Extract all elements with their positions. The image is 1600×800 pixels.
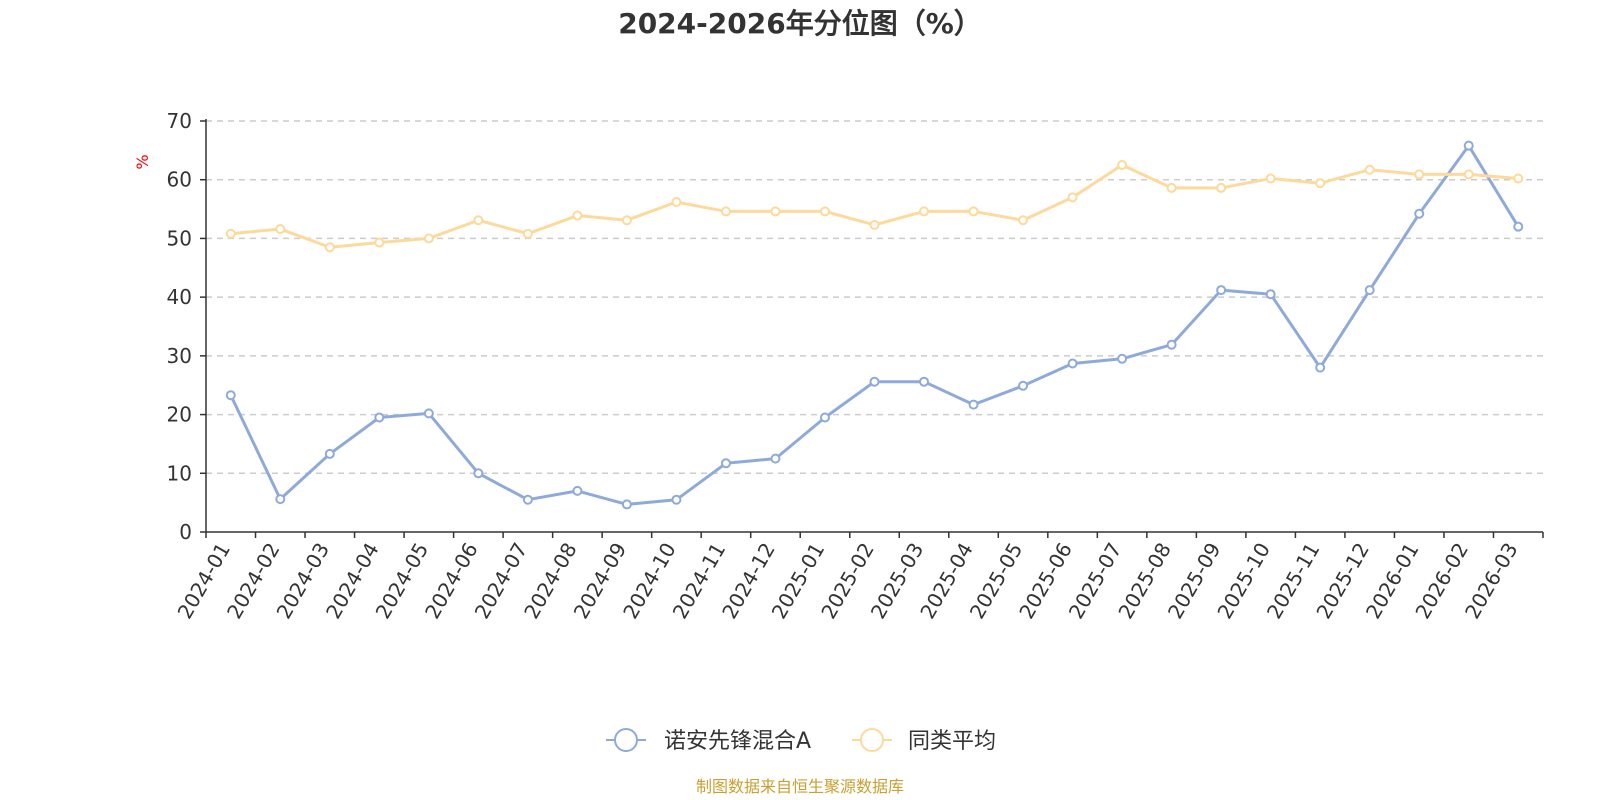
series-line (229, 144, 1520, 506)
y-tick-label: 70 (167, 109, 192, 133)
series-lines (225, 140, 1524, 510)
y-tick-label: 60 (167, 168, 192, 192)
y-tick-label: 20 (167, 403, 192, 427)
data-point[interactable] (720, 206, 731, 217)
data-point[interactable] (968, 399, 979, 410)
data-point[interactable] (671, 197, 682, 208)
data-point[interactable] (1265, 173, 1276, 184)
data-point[interactable] (1364, 285, 1375, 296)
y-tick-label: 50 (167, 226, 192, 250)
data-point[interactable] (1018, 215, 1029, 226)
data-point[interactable] (324, 242, 335, 253)
legend-swatch-marker (614, 728, 638, 752)
data-point[interactable] (1067, 192, 1078, 203)
data-point[interactable] (473, 468, 484, 479)
legend-label-series-1: 同类平均 (908, 729, 996, 754)
data-point[interactable] (1315, 362, 1326, 373)
legend: 诺安先锋混合A 同类平均 (606, 728, 996, 754)
grid-lines (206, 120, 1543, 475)
data-point[interactable] (1166, 182, 1177, 193)
data-point[interactable] (1216, 285, 1227, 296)
data-point[interactable] (1067, 358, 1078, 369)
data-point[interactable] (275, 224, 286, 235)
data-point[interactable] (1364, 164, 1375, 175)
data-point[interactable] (225, 390, 236, 401)
legend-item-series-0[interactable]: 诺安先锋混合A (606, 728, 811, 754)
data-point[interactable] (423, 408, 434, 419)
data-point[interactable] (1117, 160, 1128, 171)
data-point[interactable] (522, 228, 533, 239)
data-point[interactable] (572, 485, 583, 496)
data-point[interactable] (374, 237, 385, 248)
data-point[interactable] (869, 376, 880, 387)
legend-swatch-marker (860, 728, 884, 752)
data-point[interactable] (1166, 339, 1177, 350)
data-point[interactable] (770, 453, 781, 464)
y-axis-label: % (133, 154, 152, 169)
data-point[interactable] (473, 215, 484, 226)
data-point[interactable] (819, 206, 830, 217)
y-tick-label: 40 (167, 285, 192, 309)
data-point[interactable] (1463, 140, 1474, 151)
series-1 (225, 160, 1524, 253)
legend-item-series-1[interactable]: 同类平均 (852, 728, 996, 754)
y-tick-label: 0 (179, 520, 192, 544)
data-point[interactable] (1513, 173, 1524, 184)
data-point[interactable] (671, 494, 682, 505)
data-point[interactable] (572, 210, 583, 221)
series-0 (225, 140, 1524, 510)
data-point[interactable] (1315, 178, 1326, 189)
data-point[interactable] (1513, 221, 1524, 232)
data-point[interactable] (869, 219, 880, 230)
legend-label-series-0: 诺安先锋混合A (664, 729, 811, 754)
y-tick-label: 30 (167, 344, 192, 368)
data-point[interactable] (1414, 169, 1425, 180)
data-point[interactable] (919, 376, 930, 387)
data-point[interactable] (1463, 169, 1474, 180)
data-point[interactable] (1117, 353, 1128, 364)
chart-title: 2024-2026年分位图（%） (618, 7, 982, 40)
data-point[interactable] (919, 206, 930, 217)
axes: 0102030405060702024-012024-022024-032024… (167, 109, 1544, 623)
data-point[interactable] (1216, 182, 1227, 193)
data-point[interactable] (225, 228, 236, 239)
data-point[interactable] (1018, 380, 1029, 391)
data-point[interactable] (720, 458, 731, 469)
data-point[interactable] (275, 494, 286, 505)
series-line (230, 163, 1519, 249)
data-point[interactable] (621, 499, 632, 510)
data-point[interactable] (621, 215, 632, 226)
data-point[interactable] (324, 448, 335, 459)
source-note: 制图数据来自恒生聚源数据库 (696, 777, 904, 796)
data-point[interactable] (1414, 208, 1425, 219)
data-point[interactable] (1265, 289, 1276, 300)
data-point[interactable] (423, 233, 434, 244)
y-tick-label: 10 (167, 461, 192, 485)
data-point[interactable] (374, 412, 385, 423)
data-point[interactable] (819, 412, 830, 423)
data-point[interactable] (522, 494, 533, 505)
data-point[interactable] (968, 206, 979, 217)
data-point[interactable] (770, 206, 781, 217)
